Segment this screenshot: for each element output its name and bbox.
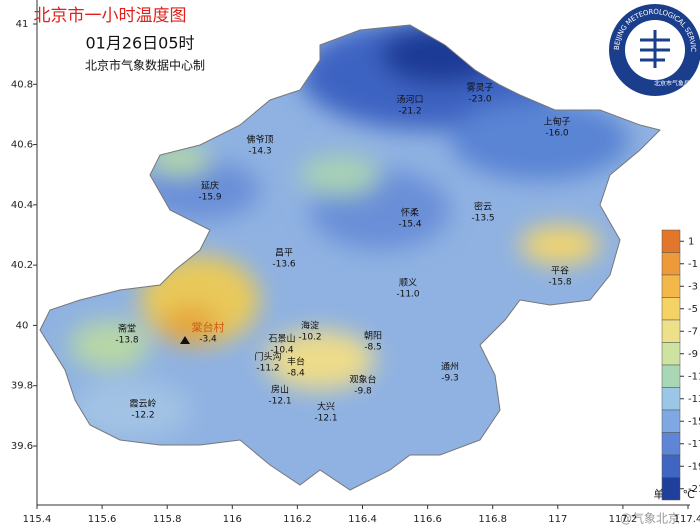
legend-label: -5 (688, 304, 698, 315)
station-name: 大兴 (317, 401, 335, 413)
legend-swatch (661, 364, 681, 388)
legend-swatch (661, 409, 681, 433)
x-tick-label: 115.4 (23, 514, 52, 525)
x-tick-label: 116.4 (348, 514, 377, 525)
station-temp: -11.0 (396, 290, 420, 300)
y-tick-label: 40.6 (11, 140, 33, 151)
legend-label: -13 (688, 394, 700, 405)
legend-swatch (661, 229, 681, 253)
y-tick-label: 40.2 (11, 260, 33, 271)
legend-label: -19 (688, 461, 700, 472)
legend-label: -21 (688, 484, 700, 495)
station-name: 密云 (474, 201, 492, 213)
station-temp: -13.6 (272, 260, 296, 270)
station-temp: -14.3 (248, 147, 271, 157)
legend-label: -15 (688, 416, 700, 427)
station-temp: -8.5 (364, 343, 382, 353)
y-tick-label: 40.4 (11, 200, 33, 211)
station-temp: -12.1 (268, 397, 291, 407)
x-tick-label: 117 (548, 514, 567, 525)
y-tick-label: 41 (16, 19, 29, 30)
station-name: 通州 (441, 362, 459, 373)
station-name: 上甸子 (543, 116, 570, 128)
station-temp: -15.9 (198, 193, 222, 203)
station-temp: -15.4 (398, 220, 422, 230)
x-tick-label: 116.8 (478, 514, 507, 525)
watermark: @气象北京 (620, 511, 680, 526)
x-tick-label: 117.2 (609, 514, 638, 525)
station-temp: -8.4 (287, 369, 305, 379)
station-temp: -13.5 (471, 214, 494, 224)
x-tick-label: 116.6 (413, 514, 442, 525)
x-tick-label: 115.8 (153, 514, 182, 525)
legend-label: -11 (688, 371, 700, 382)
station-name: 顺义 (399, 278, 417, 289)
legend-swatch (661, 477, 681, 501)
station-name: 海淀 (301, 320, 319, 332)
station-name: 延庆 (201, 180, 219, 192)
station-name: 佛爷顶 (246, 134, 273, 146)
x-tick-label: 115.6 (88, 514, 117, 525)
station-temp: -12.2 (131, 411, 154, 421)
legend-swatch (661, 252, 681, 276)
legend-swatch (661, 297, 681, 321)
station-name: 棠台村 (192, 320, 225, 334)
station-name: 汤河口 (396, 94, 423, 106)
station-name: 昌平 (275, 248, 293, 259)
legend-label: -17 (688, 439, 700, 450)
y-tick-label: 40 (16, 320, 29, 331)
station-temp: -12.1 (314, 414, 337, 424)
station-name: 石景山 (268, 334, 295, 345)
x-tick-label: 116 (223, 514, 242, 525)
station-name: 怀柔 (401, 207, 419, 219)
station-name: 门头沟 (254, 351, 281, 363)
legend-swatch (661, 274, 681, 298)
y-tick-label: 40.8 (11, 79, 33, 90)
legend-label: -7 (688, 326, 698, 337)
station-temp: -23.0 (468, 95, 492, 105)
station-name: 观象台 (349, 374, 376, 386)
legend-label: -3 (688, 281, 698, 292)
x-tick-label: 117.4 (674, 514, 700, 525)
y-tick-label: 39.8 (11, 381, 33, 392)
logo-name: 北京市气象局 (654, 80, 690, 88)
station-name: 霞云岭 (129, 398, 156, 410)
legend-swatch (661, 319, 681, 343)
station-name: 房山 (271, 384, 289, 396)
station-temp: -15.8 (548, 278, 572, 288)
station-temp: -10.2 (298, 333, 321, 343)
station-temp: -13.8 (115, 336, 139, 346)
legend-label: -1 (688, 259, 698, 270)
site-marker (180, 336, 190, 344)
y-tick-label: 39.6 (11, 441, 33, 452)
station-temp: -11.2 (256, 364, 279, 374)
station-temp: -10.4 (270, 346, 294, 356)
legend-label: -9 (688, 349, 698, 360)
time: 01月26日05时 (85, 34, 194, 53)
legend-swatch (661, 432, 681, 456)
station-name: 平谷 (551, 266, 569, 277)
station-name: 朝阳 (364, 331, 382, 342)
x-tick-label: 116.2 (283, 514, 312, 525)
station-temp: -3.4 (199, 335, 217, 345)
legend-swatch (661, 454, 681, 478)
station-temp: -9.8 (354, 387, 372, 397)
station-name: 斋堂 (118, 323, 136, 335)
legend-swatch (661, 342, 681, 366)
boundary (39, 24, 661, 491)
source: 北京市气象数据中心制 (85, 58, 205, 73)
title: 北京市一小时温度图 (34, 6, 187, 26)
temperature-field (40, 25, 660, 490)
legend-label: 1 (688, 236, 694, 247)
station-name: 丰台 (287, 356, 305, 368)
station-temp: -21.2 (398, 107, 421, 117)
station-name: 雾灵子 (466, 83, 493, 94)
station-temp: -16.0 (545, 129, 569, 139)
legend-swatch (661, 387, 681, 411)
station-temp: -9.3 (441, 374, 459, 384)
